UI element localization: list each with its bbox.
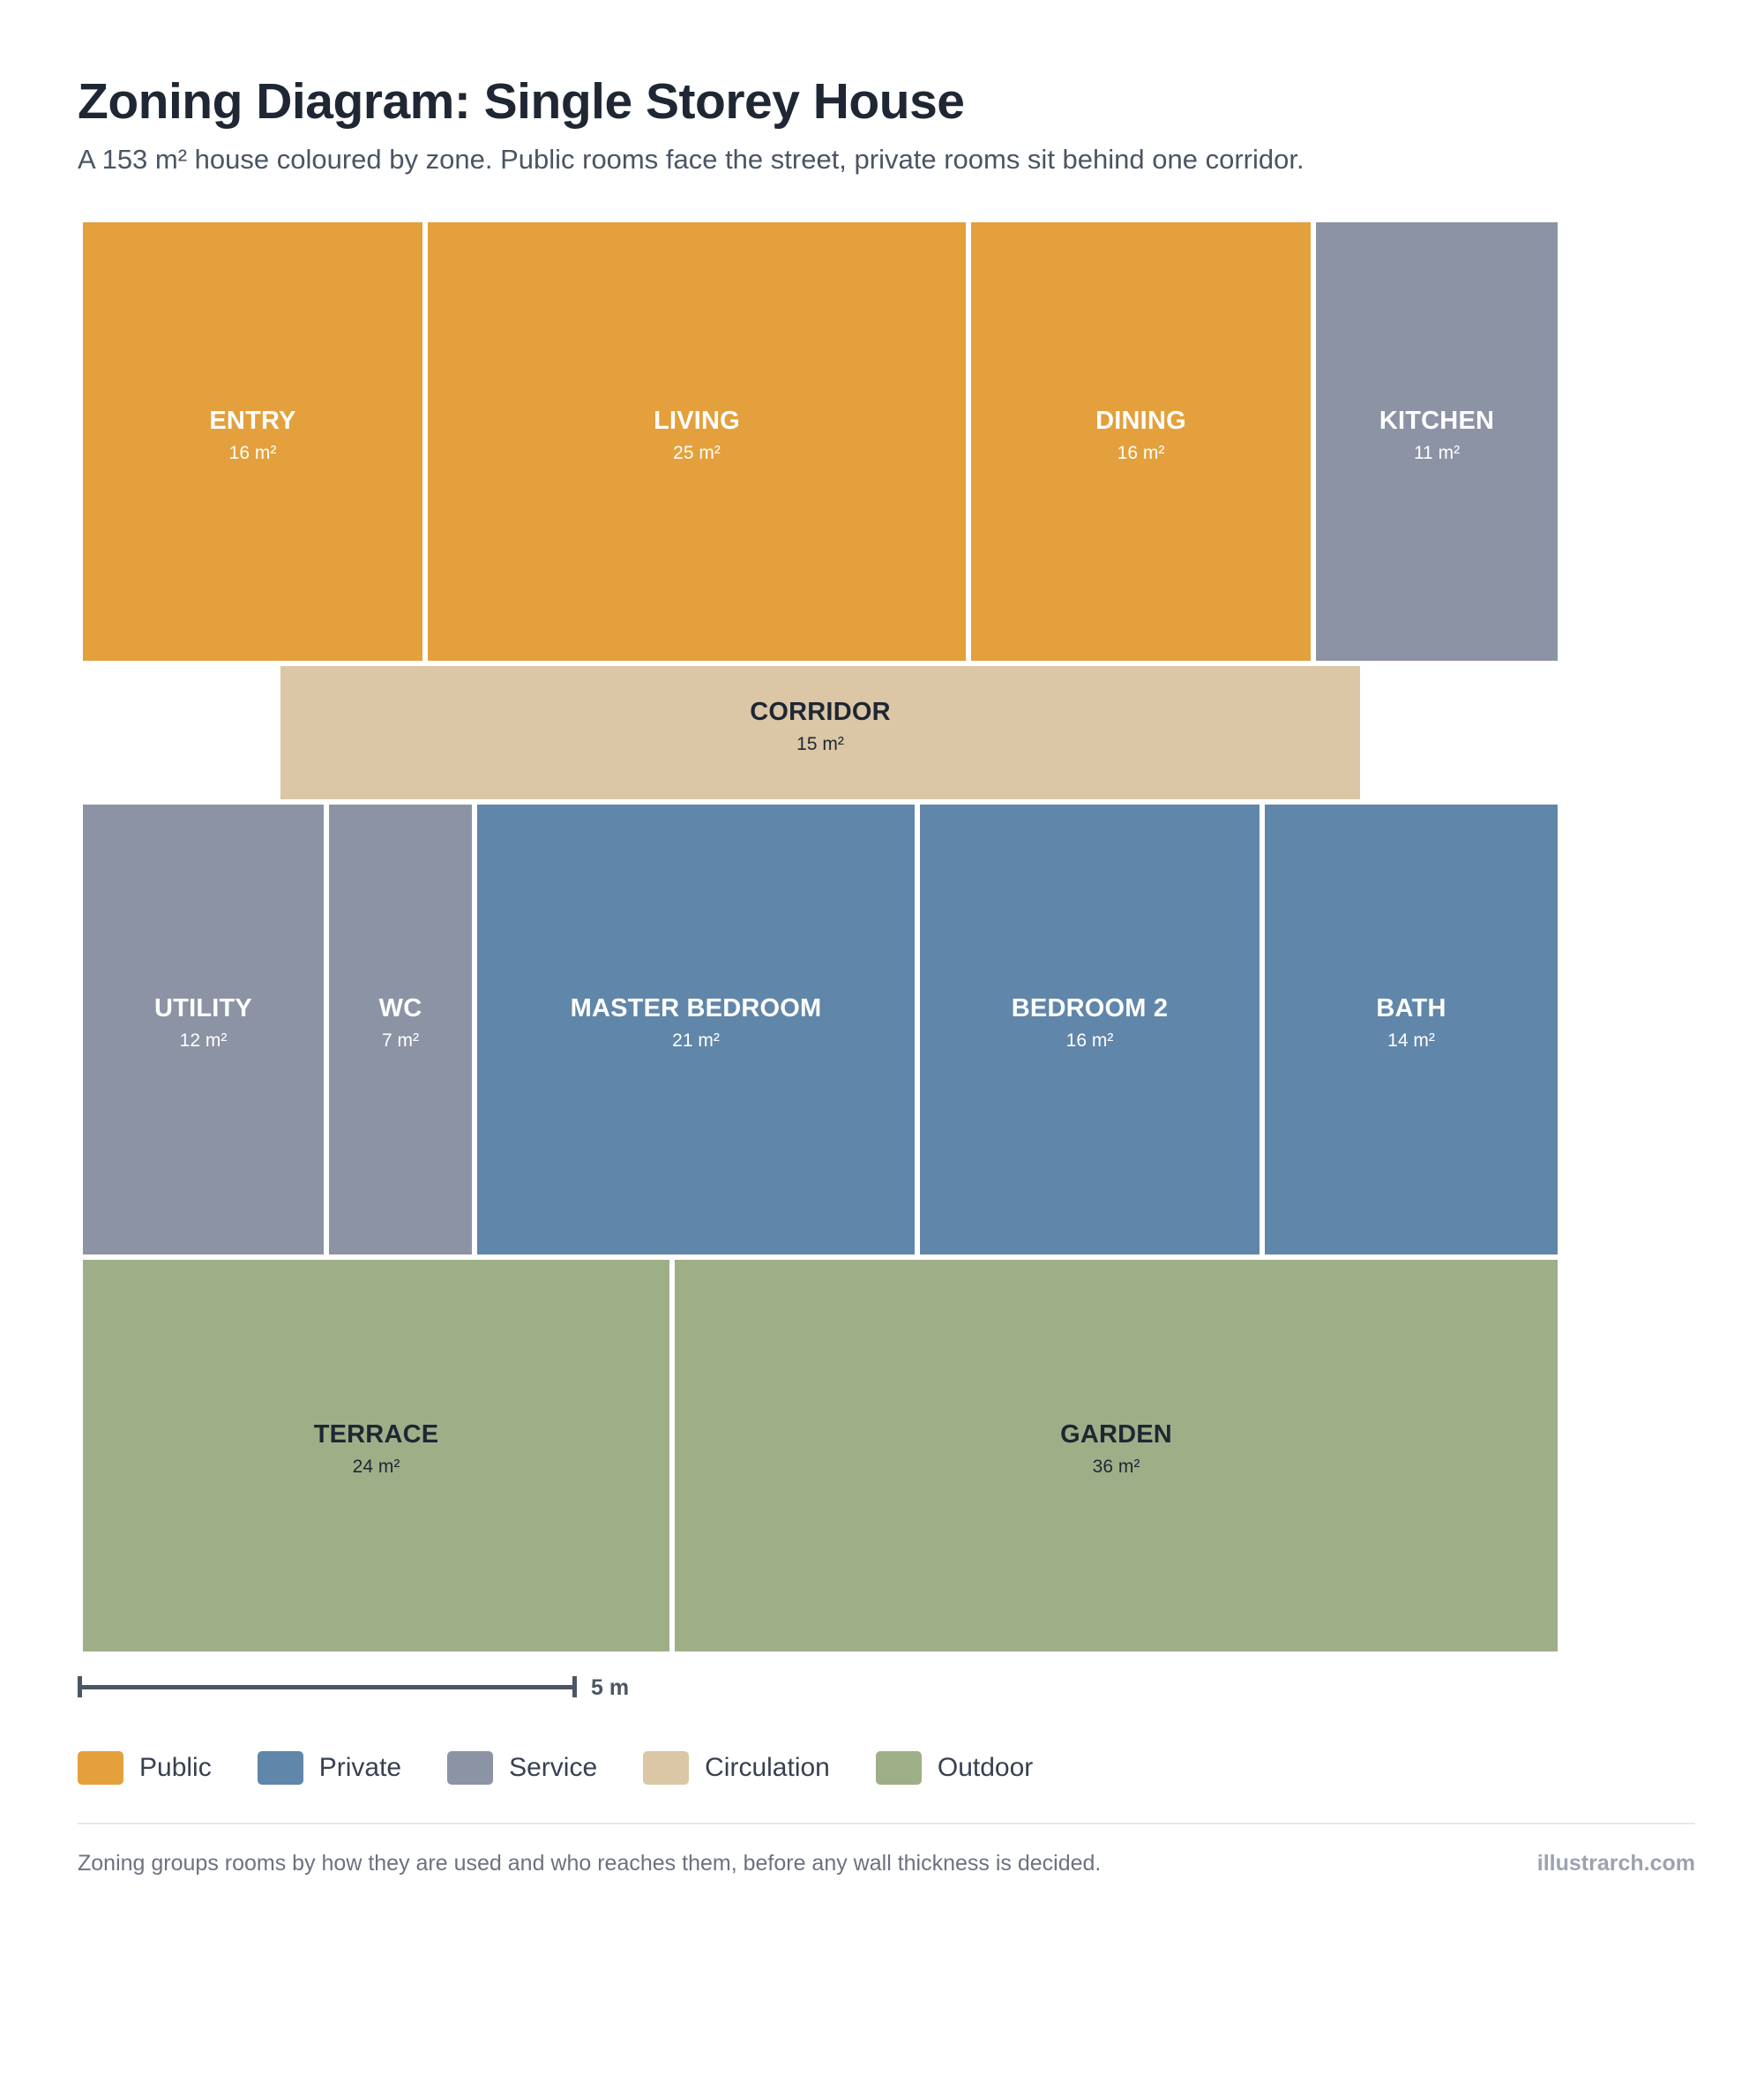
room-name: ENTRY bbox=[209, 406, 296, 435]
legend-item-public: Public bbox=[78, 1751, 212, 1785]
room-label-master-bedroom: MASTER BEDROOM 21 m² bbox=[477, 994, 915, 1052]
legend-swatch-circulation bbox=[643, 1751, 690, 1785]
room-label-wc: WC 7 m² bbox=[329, 994, 472, 1052]
room-area: 14 m² bbox=[1387, 1030, 1435, 1051]
legend-label-circulation: Circulation bbox=[705, 1753, 830, 1782]
room-name: CORRIDOR bbox=[750, 697, 891, 726]
room-living: LIVING 25 m² bbox=[428, 222, 966, 661]
room-area: 16 m² bbox=[228, 442, 277, 463]
room-area: 16 m² bbox=[1117, 442, 1165, 463]
room-label-corridor: CORRIDOR 15 m² bbox=[280, 698, 1360, 755]
scale-bar-label: 5 m bbox=[591, 1675, 630, 1700]
scale-bar-line bbox=[78, 1685, 577, 1689]
room-area: 12 m² bbox=[179, 1030, 228, 1051]
room-name: UTILITY bbox=[154, 994, 252, 1022]
scale-bar bbox=[78, 1676, 577, 1697]
page-subtitle: A 153 m² house coloured by zone. Public … bbox=[78, 144, 1304, 175]
room-wc: WC 7 m² bbox=[329, 805, 472, 1254]
legend-item-service: Service bbox=[447, 1751, 597, 1785]
room-terrace: TERRACE 24 m² bbox=[83, 1260, 669, 1651]
footer-credit: illustrarch.com bbox=[1536, 1851, 1695, 1876]
room-label-dining: DINING 16 m² bbox=[971, 407, 1311, 464]
room-name: WC bbox=[378, 994, 422, 1022]
page-title: Zoning Diagram: Single Storey House bbox=[78, 73, 965, 130]
room-name: KITCHEN bbox=[1379, 406, 1495, 435]
room-name: TERRACE bbox=[313, 1420, 439, 1449]
room-area: 15 m² bbox=[796, 733, 844, 754]
room-utility: UTILITY 12 m² bbox=[83, 805, 324, 1254]
legend-label-private: Private bbox=[318, 1753, 402, 1782]
room-label-entry: ENTRY 16 m² bbox=[83, 407, 422, 464]
legend-swatch-service bbox=[447, 1751, 494, 1785]
legend: Public Private Service Circulation Outdo… bbox=[78, 1751, 1079, 1785]
legend-label-outdoor: Outdoor bbox=[937, 1753, 1034, 1782]
room-name: LIVING bbox=[654, 406, 740, 435]
footer-divider bbox=[78, 1823, 1695, 1824]
room-label-bath: BATH 14 m² bbox=[1265, 994, 1558, 1052]
room-area: 7 m² bbox=[382, 1030, 419, 1051]
room-name: MASTER BEDROOM bbox=[570, 994, 822, 1022]
room-dining: DINING 16 m² bbox=[971, 222, 1311, 661]
room-entry: ENTRY 16 m² bbox=[83, 222, 422, 661]
room-area: 25 m² bbox=[673, 442, 721, 463]
room-master-bedroom: MASTER BEDROOM 21 m² bbox=[477, 805, 915, 1254]
room-area: 16 m² bbox=[1065, 1030, 1114, 1051]
room-label-living: LIVING 25 m² bbox=[428, 407, 966, 464]
room-label-bedroom-2: BEDROOM 2 16 m² bbox=[920, 994, 1259, 1052]
room-name: BATH bbox=[1376, 994, 1446, 1022]
room-garden: GARDEN 36 m² bbox=[675, 1260, 1558, 1651]
room-bedroom-2: BEDROOM 2 16 m² bbox=[920, 805, 1259, 1254]
legend-item-outdoor: Outdoor bbox=[875, 1751, 1034, 1785]
legend-item-circulation: Circulation bbox=[643, 1751, 830, 1785]
scale-bar-tick-end bbox=[572, 1676, 577, 1697]
footer-note: Zoning groups rooms by how they are used… bbox=[78, 1851, 1102, 1876]
room-name: DINING bbox=[1095, 406, 1186, 435]
room-area: 11 m² bbox=[1413, 442, 1461, 463]
room-bath: BATH 14 m² bbox=[1265, 805, 1558, 1254]
room-label-garden: GARDEN 36 m² bbox=[675, 1420, 1558, 1478]
legend-label-service: Service bbox=[509, 1753, 598, 1782]
room-corridor: CORRIDOR 15 m² bbox=[280, 666, 1360, 799]
room-label-kitchen: KITCHEN 11 m² bbox=[1316, 407, 1558, 464]
scale-bar-tick-start bbox=[78, 1676, 82, 1697]
legend-label-public: Public bbox=[139, 1753, 212, 1782]
legend-swatch-outdoor bbox=[875, 1751, 922, 1785]
room-label-terrace: TERRACE 24 m² bbox=[83, 1420, 669, 1478]
room-name: BEDROOM 2 bbox=[1011, 994, 1169, 1022]
room-name: GARDEN bbox=[1060, 1420, 1172, 1449]
room-label-utility: UTILITY 12 m² bbox=[83, 994, 324, 1052]
legend-swatch-public bbox=[78, 1751, 123, 1785]
room-kitchen: KITCHEN 11 m² bbox=[1316, 222, 1558, 661]
legend-swatch-private bbox=[257, 1751, 303, 1785]
legend-item-private: Private bbox=[257, 1751, 402, 1785]
room-area: 21 m² bbox=[672, 1030, 720, 1051]
room-area: 36 m² bbox=[1092, 1457, 1140, 1477]
room-area: 24 m² bbox=[352, 1457, 400, 1477]
